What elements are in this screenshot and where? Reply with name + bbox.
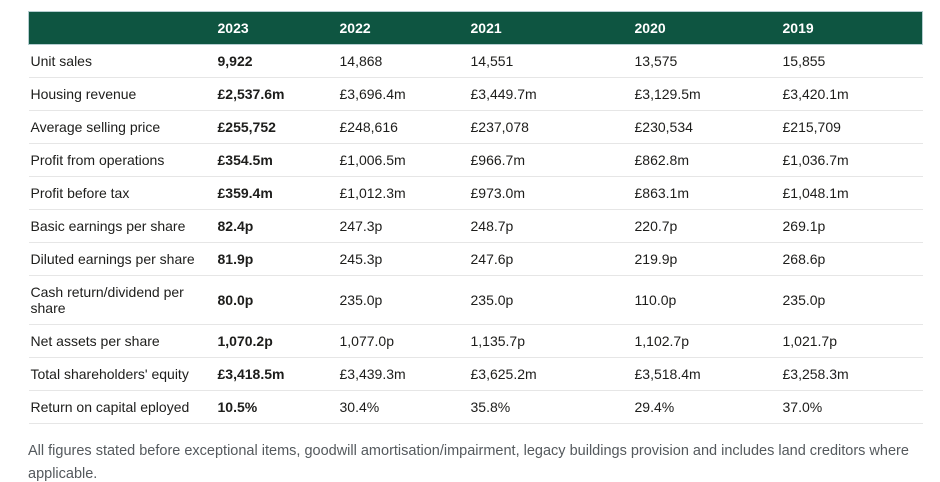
row-label: Basic earnings per share xyxy=(28,209,216,243)
row-label: Cash return/dividend per share xyxy=(28,275,216,325)
cell-value: £3,449.7m xyxy=(468,77,633,111)
cell-value: 110.0p xyxy=(632,275,781,325)
cell-value: £1,006.5m xyxy=(337,143,469,177)
row-label: Profit from operations xyxy=(28,143,216,177)
cell-value: 219.9p xyxy=(632,242,781,276)
row-label: Return on capital eployed xyxy=(28,390,216,424)
table-row: Return on capital eployed 10.5% 30.4% 35.8%… xyxy=(28,390,923,424)
cell-value: 30.4% xyxy=(337,390,469,424)
table-header: 2023 2022 2021 2020 2019 xyxy=(28,11,923,45)
cell-value: £3,518.4m xyxy=(632,357,781,391)
cell-value: 1,077.0p xyxy=(337,324,469,358)
cell-value: £248,616 xyxy=(337,110,469,144)
cell-value: £2,537.6m xyxy=(215,77,338,111)
table-row: Basic earnings per share 82.4p 247.3p 248.7… xyxy=(28,209,923,243)
year-column-header: 2021 xyxy=(468,11,633,45)
cell-value: £1,036.7m xyxy=(780,143,923,177)
cell-value: 235.0p xyxy=(780,275,923,325)
cell-value: 35.8% xyxy=(468,390,633,424)
cell-value: 14,868 xyxy=(337,44,469,78)
table-row: Housing revenue £2,537.6m £3,696.4m £3,449.… xyxy=(28,77,923,111)
cell-value: £3,439.3m xyxy=(337,357,469,391)
cell-value: 1,070.2p xyxy=(215,324,338,358)
table-row: Total shareholders' equity £3,418.5m £3,43… xyxy=(28,357,923,391)
cell-value: £3,418.5m xyxy=(215,357,338,391)
cell-value: 10.5% xyxy=(215,390,338,424)
table-row: Diluted earnings per share 81.9p 245.3p 247… xyxy=(28,242,923,276)
cell-value: 247.3p xyxy=(337,209,469,243)
year-column-header: 2020 xyxy=(632,11,781,45)
table-row: Profit before tax £359.4m £1,012.3m £973.0m… xyxy=(28,176,923,210)
table-body: Unit sales 9,922 14,868 14,551 13,575 15,855 H… xyxy=(28,44,923,424)
row-label: Housing revenue xyxy=(28,77,216,111)
cell-value: £3,625.2m xyxy=(468,357,633,391)
cell-value: 235.0p xyxy=(468,275,633,325)
year-column-header: 2019 xyxy=(780,11,923,45)
cell-value: £1,048.1m xyxy=(780,176,923,210)
row-label: Diluted earnings per share xyxy=(28,242,216,276)
cell-value: £3,258.3m xyxy=(780,357,923,391)
cell-value: 269.1p xyxy=(780,209,923,243)
cell-value: 15,855 xyxy=(780,44,923,78)
cell-value: 14,551 xyxy=(468,44,633,78)
year-column-header: 2022 xyxy=(337,11,469,45)
cell-value: 1,021.7p xyxy=(780,324,923,358)
cell-value: £1,012.3m xyxy=(337,176,469,210)
row-label: Unit sales xyxy=(28,44,216,78)
row-label: Profit before tax xyxy=(28,176,216,210)
cell-value: £359.4m xyxy=(215,176,338,210)
table-header-row: 2023 2022 2021 2020 2019 xyxy=(28,11,923,45)
table-row: Net assets per share 1,070.2p 1,077.0p 1,13… xyxy=(28,324,923,358)
cell-value: £3,420.1m xyxy=(780,77,923,111)
row-label: Net assets per share xyxy=(28,324,216,358)
year-column-header: 2023 xyxy=(215,11,338,45)
table-row: Cash return/dividend per share 80.0p 235.0… xyxy=(28,275,923,325)
metric-column-header xyxy=(28,11,216,45)
cell-value: 1,102.7p xyxy=(632,324,781,358)
cell-value: £354.5m xyxy=(215,143,338,177)
cell-value: £255,752 xyxy=(215,110,338,144)
cell-value: 37.0% xyxy=(780,390,923,424)
table-row: Profit from operations £354.5m £1,006.5m £9… xyxy=(28,143,923,177)
cell-value: £862.8m xyxy=(632,143,781,177)
cell-value: 245.3p xyxy=(337,242,469,276)
footnote: All figures stated before exceptional it… xyxy=(28,443,909,482)
cell-value: 81.9p xyxy=(215,242,338,276)
cell-value: 268.6p xyxy=(780,242,923,276)
cell-value: £3,696.4m xyxy=(337,77,469,111)
cell-value: £237,078 xyxy=(468,110,633,144)
cell-value: 247.6p xyxy=(468,242,633,276)
cell-value: £230,534 xyxy=(632,110,781,144)
cell-value: £215,709 xyxy=(780,110,923,144)
cell-value: £966.7m xyxy=(468,143,633,177)
cell-value: 82.4p xyxy=(215,209,338,243)
row-label: Total shareholders' equity xyxy=(28,357,216,391)
cell-value: 1,135.7p xyxy=(468,324,633,358)
table-row: Average selling price £255,752 £248,616 £23… xyxy=(28,110,923,144)
cell-value: £973.0m xyxy=(468,176,633,210)
cell-value: £863.1m xyxy=(632,176,781,210)
cell-value: 80.0p xyxy=(215,275,338,325)
cell-value: 248.7p xyxy=(468,209,633,243)
cell-value: 29.4% xyxy=(632,390,781,424)
cell-value: £3,129.5m xyxy=(632,77,781,111)
table-row: Unit sales 9,922 14,868 14,551 13,575 15,855 xyxy=(28,44,923,78)
cell-value: 220.7p xyxy=(632,209,781,243)
cell-value: 235.0p xyxy=(337,275,469,325)
row-label: Average selling price xyxy=(28,110,216,144)
cell-value: 13,575 xyxy=(632,44,781,78)
cell-value: 9,922 xyxy=(215,44,338,78)
financial-summary-table: 2023 2022 2021 2020 2019 Unit sales 9,922 14,8… xyxy=(28,11,923,424)
